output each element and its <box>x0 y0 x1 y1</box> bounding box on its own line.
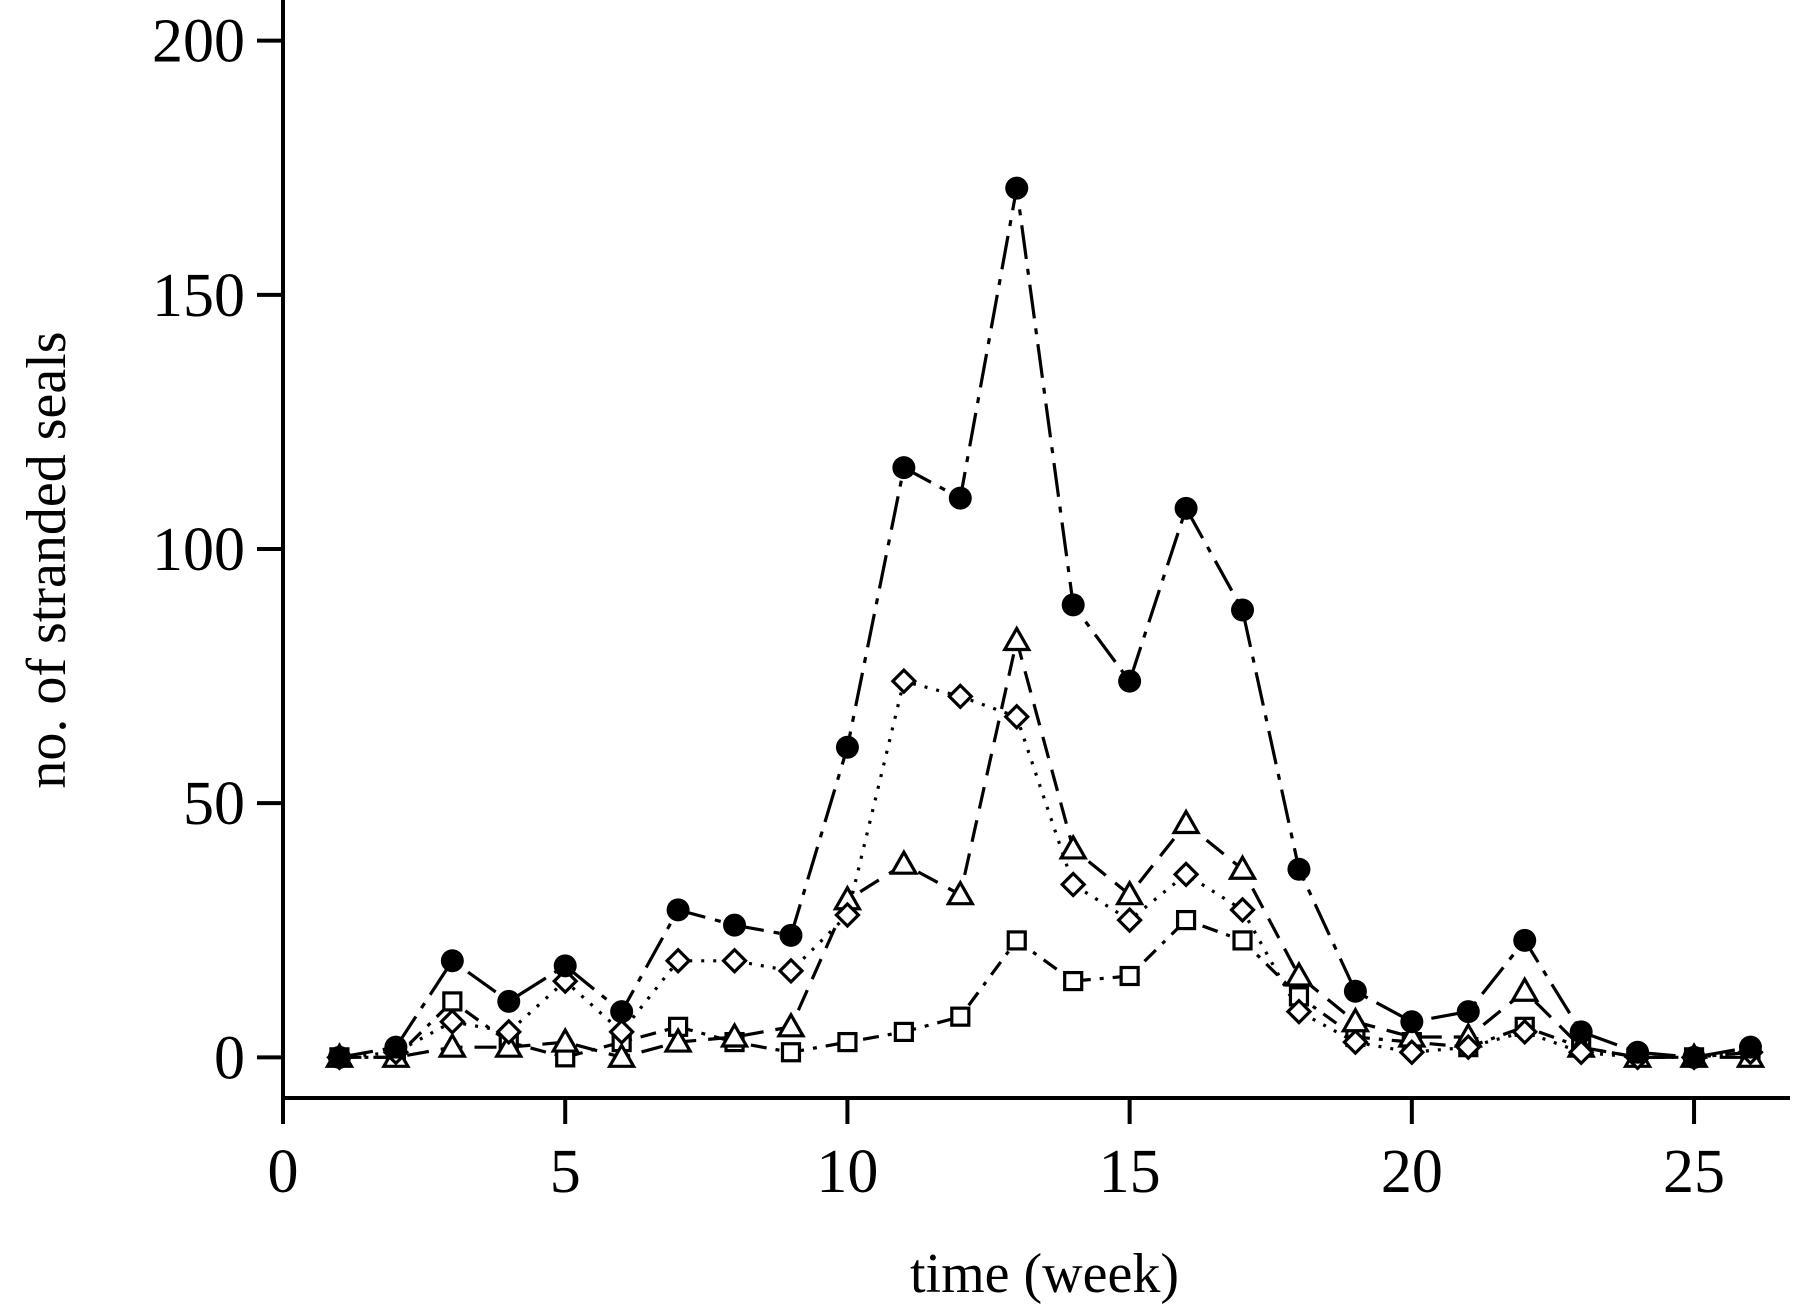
data-point-diamond <box>1455 1033 1482 1061</box>
data-point-triangle <box>1509 976 1540 1002</box>
y-tick-label: 200 <box>152 8 245 76</box>
data-point-diamond <box>608 1018 635 1046</box>
data-point-square <box>1119 965 1140 987</box>
series-line-1 <box>339 679 1751 1059</box>
data-point-square <box>950 1006 971 1027</box>
y-tick-label: 150 <box>152 262 245 330</box>
data-point-circle <box>1287 857 1311 881</box>
x-tick-label: 0 <box>268 1138 299 1206</box>
data-point-diamond <box>834 901 861 929</box>
data-point-triangle <box>1001 625 1032 652</box>
data-point-triangle <box>606 1042 637 1068</box>
y-axis-title: no. of stranded seals <box>16 331 78 788</box>
data-point-square <box>780 1042 802 1063</box>
data-point-diamond <box>1285 998 1313 1025</box>
data-point-triangle <box>1227 854 1258 880</box>
data-point-triangle <box>1114 879 1145 906</box>
x-tick-label: 15 <box>1099 1138 1161 1206</box>
data-point-triangle <box>494 1031 524 1058</box>
data-point-triangle <box>945 879 976 906</box>
data-point-circle <box>1005 176 1029 200</box>
series-line-2 <box>339 638 1751 1059</box>
data-point-diamond <box>1059 871 1087 898</box>
series-line-0 <box>339 186 1751 1059</box>
data-point-triangle <box>437 1031 468 1058</box>
x-tick-label: 25 <box>1663 1138 1725 1206</box>
data-point-square <box>1232 930 1253 951</box>
data-point-circle <box>1118 669 1142 693</box>
x-tick-label: 20 <box>1381 1138 1443 1206</box>
data-point-square <box>1175 909 1197 931</box>
data-point-triangle <box>663 1026 693 1053</box>
x-tick-label: 10 <box>816 1138 878 1206</box>
data-point-circle <box>666 898 690 922</box>
data-point-diamond <box>947 683 974 710</box>
data-point-square <box>837 1031 858 1053</box>
data-point-diamond <box>721 947 748 975</box>
data-point-circle <box>1738 1035 1762 1059</box>
data-point-diamond <box>1398 1038 1426 1066</box>
data-point-triangle <box>550 1026 580 1053</box>
data-point-circle <box>610 1000 634 1024</box>
data-point-triangle <box>776 1011 806 1038</box>
data-point-circle <box>779 923 803 947</box>
series-line-3 <box>339 918 1751 1059</box>
data-point-diamond <box>495 1018 523 1046</box>
data-point-circle <box>384 1035 408 1059</box>
data-point-circle <box>1456 1000 1480 1024</box>
data-point-circle <box>1400 1010 1424 1034</box>
data-point-circle <box>1343 979 1367 1003</box>
data-point-triangle <box>889 848 919 875</box>
data-point-circle <box>723 913 747 937</box>
data-point-diamond <box>890 667 918 695</box>
data-point-diamond <box>1172 861 1200 888</box>
data-point-triangle <box>1058 833 1088 860</box>
data-point-diamond <box>1003 703 1031 731</box>
data-point-circle <box>1513 928 1537 952</box>
data-point-diamond <box>777 957 805 985</box>
x-tick-label: 5 <box>550 1138 581 1206</box>
y-tick-label: 100 <box>152 516 245 584</box>
data-point-circle <box>1569 1020 1593 1044</box>
data-point-circle <box>440 949 464 973</box>
data-point-square <box>1006 930 1027 951</box>
data-point-circle <box>497 989 521 1013</box>
data-point-circle <box>1231 598 1255 622</box>
data-point-circle <box>1626 1040 1650 1064</box>
data-point-diamond <box>439 1008 466 1036</box>
data-point-triangle <box>719 1021 750 1048</box>
y-tick-label: 50 <box>183 770 245 838</box>
data-point-circle <box>1174 496 1198 520</box>
data-point-circle <box>835 735 859 759</box>
data-point-diamond <box>1342 1028 1369 1056</box>
data-point-circle <box>1061 593 1085 617</box>
data-point-square <box>442 991 463 1012</box>
data-point-diamond <box>664 947 692 975</box>
data-point-diamond <box>1229 896 1256 924</box>
data-point-triangle <box>1284 960 1314 987</box>
data-point-circle <box>948 486 972 510</box>
data-point-diamond <box>1116 906 1143 934</box>
data-point-square <box>893 1021 914 1043</box>
data-point-circle <box>327 1045 351 1069</box>
data-point-circle <box>1682 1045 1706 1069</box>
data-point-triangle <box>1340 1006 1371 1033</box>
data-point-diamond <box>1511 1018 1538 1046</box>
data-point-triangle <box>1171 808 1201 835</box>
x-axis-title: time (week) <box>910 1243 1179 1305</box>
y-tick-label: 0 <box>214 1024 245 1092</box>
data-point-diamond <box>1567 1038 1595 1066</box>
data-point-circle <box>892 456 916 480</box>
data-point-circle <box>553 954 577 978</box>
data-point-square <box>1063 970 1084 992</box>
